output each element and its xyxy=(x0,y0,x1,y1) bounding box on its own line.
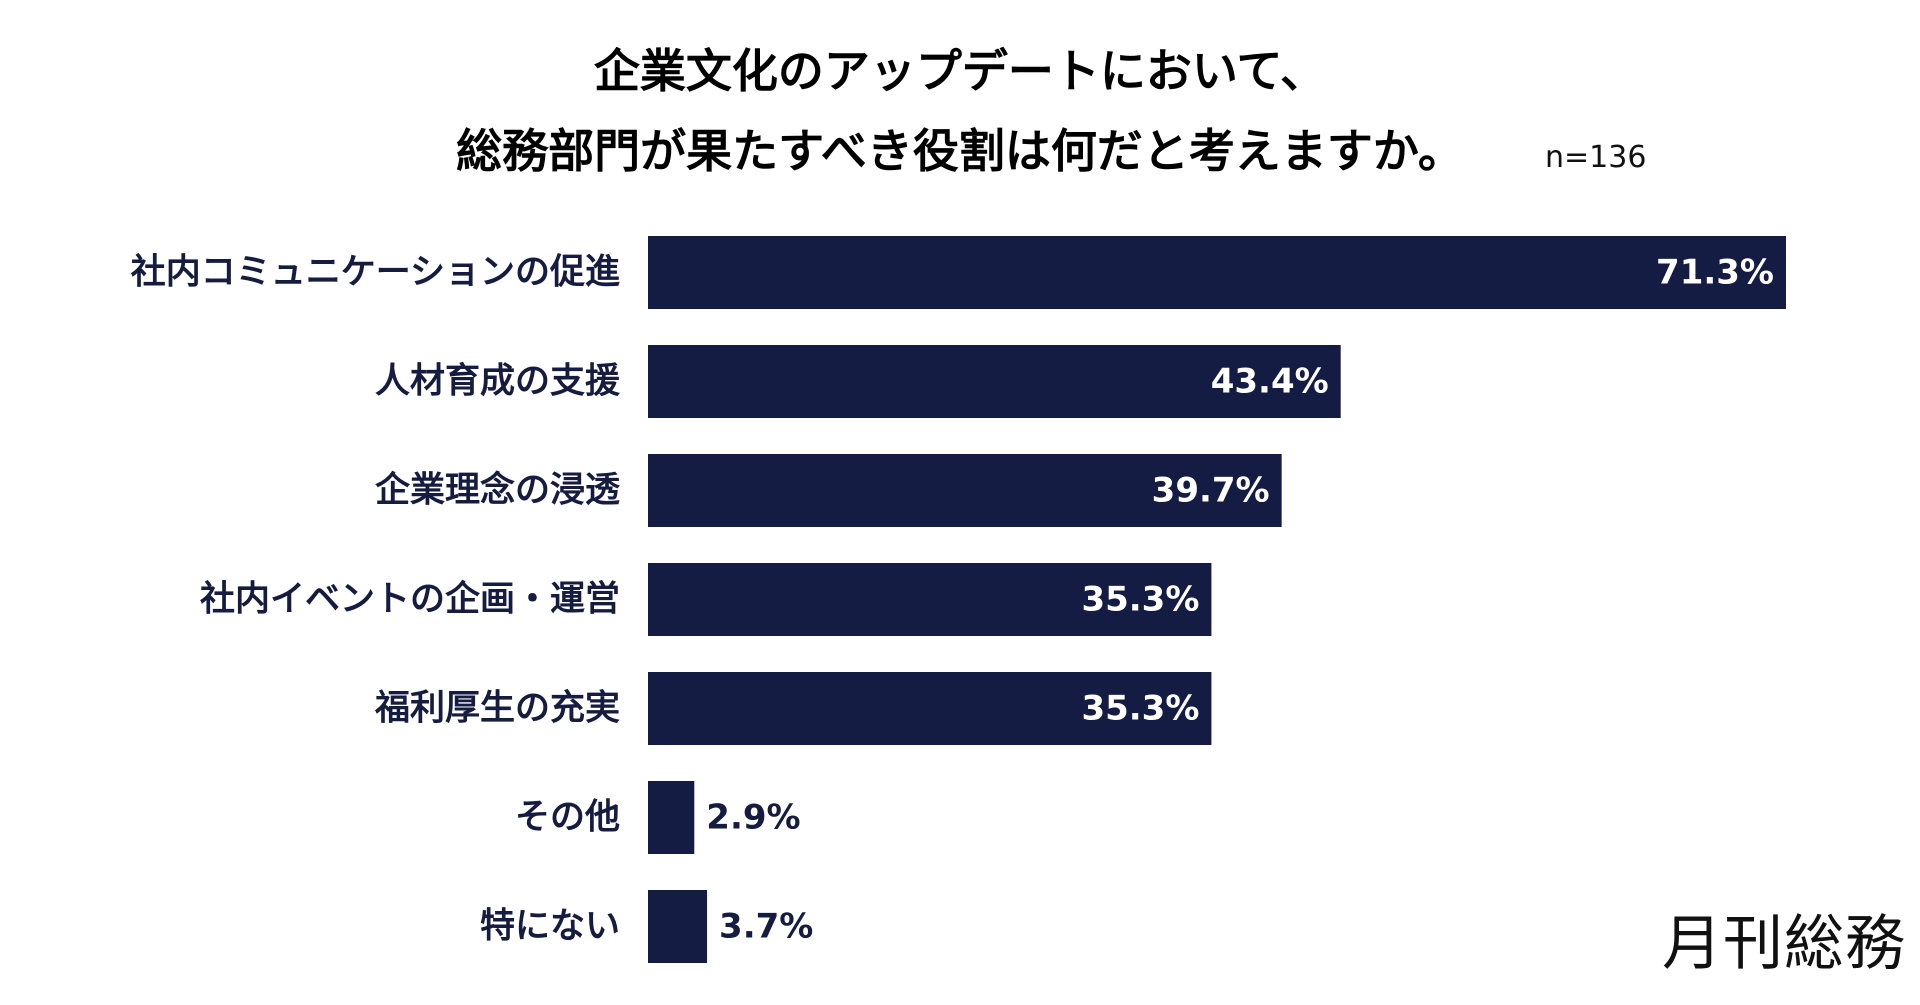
value-label: 2.9% xyxy=(706,798,800,838)
bar xyxy=(648,345,1341,418)
bar xyxy=(648,672,1212,745)
category-label: その他 xyxy=(515,798,620,838)
category-label: 社内イベントの企画・運営 xyxy=(200,579,620,620)
bar xyxy=(648,781,695,854)
chart-title-line1: 企業文化のアップデートにおいて、 xyxy=(593,44,1327,98)
value-label: 43.4% xyxy=(1211,362,1329,402)
value-label: 35.3% xyxy=(1081,580,1199,620)
value-label: 3.7% xyxy=(719,907,813,947)
bar xyxy=(648,890,708,963)
sample-size-label: n=136 xyxy=(1545,140,1647,175)
brand-logo-text: 月刊総務 xyxy=(1662,911,1906,977)
category-label: 特にない xyxy=(480,907,620,947)
value-label: 71.3% xyxy=(1656,253,1774,293)
value-label: 39.7% xyxy=(1152,471,1270,511)
bar xyxy=(648,563,1212,636)
value-label: 35.3% xyxy=(1081,689,1199,729)
bar xyxy=(648,236,1786,309)
category-label: 福利厚生の充実 xyxy=(374,689,620,729)
category-label: 人材育成の支援 xyxy=(375,362,621,402)
category-label: 社内コミュニケーションの促進 xyxy=(131,253,620,293)
chart-title-line2: 総務部門が果たすべき役割は何だと考えますか。 xyxy=(456,124,1464,178)
category-label: 企業理念の浸透 xyxy=(375,470,620,511)
bar xyxy=(648,454,1282,527)
